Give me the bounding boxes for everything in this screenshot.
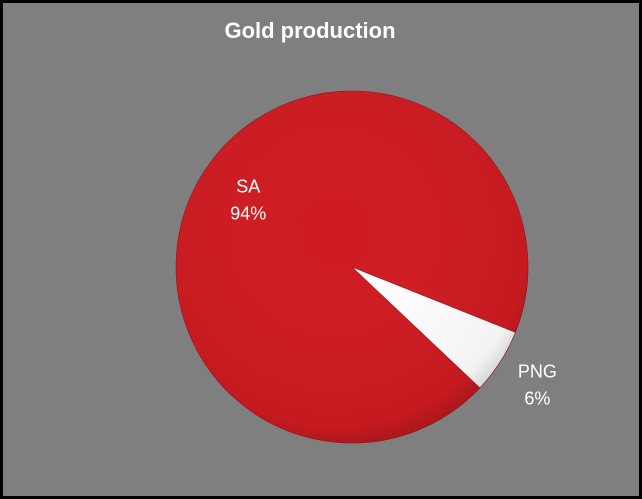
chart-title: Gold production	[224, 18, 395, 43]
slice-label: PNG	[518, 361, 557, 381]
slice-value-label: 6%	[524, 388, 550, 408]
slice-value-label: 94%	[230, 203, 266, 223]
slice-label: SA	[236, 176, 260, 196]
pie	[175, 90, 529, 444]
